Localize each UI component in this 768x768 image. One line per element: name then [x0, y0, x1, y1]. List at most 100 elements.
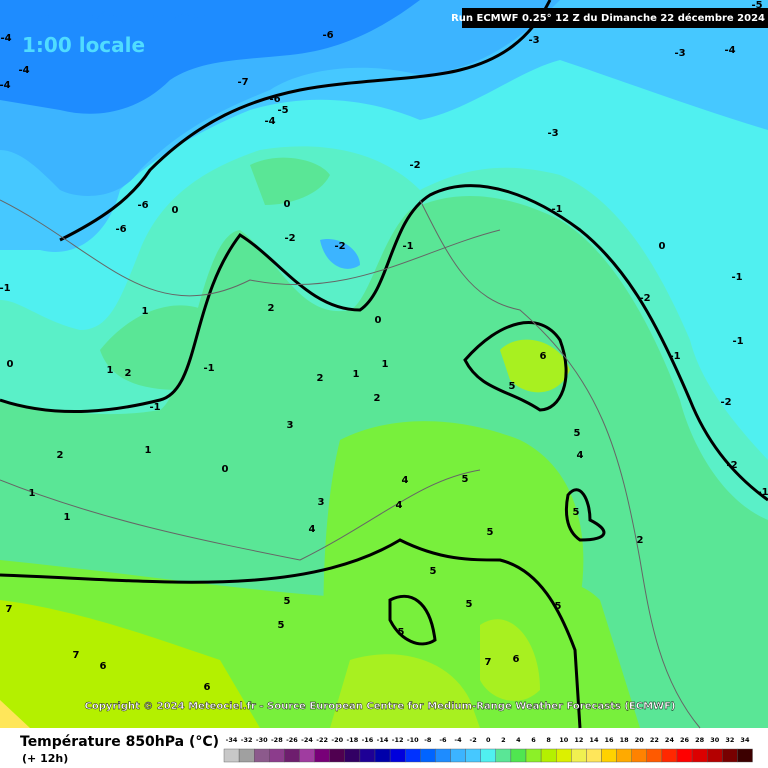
contour-label: 5: [430, 566, 437, 577]
color-tick-label: 12: [574, 736, 583, 744]
map-background: [0, 0, 768, 728]
contour-label: -2: [284, 233, 295, 244]
contour-label: -6: [269, 94, 280, 105]
contour-labels: -4-4-4-6-7-6-5-4-3-3 -4-5-3-2-6 00-6-2-2 -1…: [0, 0, 768, 693]
contour-label: -6: [137, 200, 148, 211]
contour-label: 5: [509, 381, 516, 392]
contour-label: 7: [485, 657, 492, 668]
color-box: [284, 748, 300, 763]
color-tick-label: 30: [710, 736, 720, 744]
contour-label: -4: [0, 33, 11, 44]
contour-label: 5: [462, 474, 469, 485]
contour-label: -2: [639, 293, 650, 304]
contour-label: 1: [142, 306, 149, 317]
color-tick-label: -20: [331, 736, 343, 744]
color-tick-label: 4: [516, 736, 521, 744]
contour-label: 0: [375, 315, 382, 326]
contour-label: -2: [334, 241, 345, 252]
contour-label: 1: [29, 488, 36, 499]
color-box: [707, 748, 723, 763]
color-tick-label: -28: [271, 736, 283, 744]
contour-label: -2: [409, 160, 420, 171]
color-tick-label: 26: [680, 736, 690, 744]
contour-label: -1: [731, 272, 742, 283]
contour-label: -5: [751, 0, 762, 11]
color-tick-label: -12: [392, 736, 404, 744]
contour-label: 4: [402, 475, 409, 486]
contour-label: 5: [398, 627, 405, 638]
color-tick-label: 18: [620, 736, 630, 744]
color-box: [540, 748, 557, 763]
color-box: [737, 748, 753, 763]
color-box: [374, 748, 391, 763]
legend-title: Température 850hPa (°C): [20, 734, 219, 750]
contours: [0, 0, 768, 729]
contour-label: 5: [487, 527, 494, 538]
color-tick-label: -24: [301, 736, 313, 744]
contour-label: -1: [551, 204, 562, 215]
color-box: [329, 748, 346, 763]
contour-label: 3: [287, 420, 294, 431]
color-box: [465, 748, 481, 763]
color-tick-label: -10: [407, 736, 419, 744]
color-box: [269, 748, 285, 763]
contour-label: -3: [528, 35, 539, 46]
color-box: [510, 748, 527, 763]
contour-label: 2: [374, 393, 381, 404]
color-box: [722, 748, 738, 763]
contour-label: 6: [204, 682, 211, 693]
color-tick-label: 20: [635, 736, 645, 744]
contour-label: -1: [203, 363, 214, 374]
color-box: [586, 748, 602, 763]
contour-label: 1: [145, 445, 152, 456]
contour-label: -5: [277, 105, 288, 116]
color-box: [359, 748, 376, 763]
contour-label: -6: [115, 224, 126, 235]
contour-label: -7: [237, 77, 248, 88]
contour-label: 1: [382, 359, 389, 370]
legend: Température 850hPa (°C) (+ 12h) -34 -32 -3…: [20, 734, 753, 765]
color-tick-label: 22: [650, 736, 659, 744]
color-tick-label: 32: [725, 736, 734, 744]
color-box: [571, 748, 587, 763]
contour-label: -2: [720, 397, 731, 408]
contour-label: 0: [7, 359, 14, 370]
copyright: Copyright © 2024 Meteociel.fr - Source E…: [85, 701, 676, 712]
color-tick-label: 0: [486, 736, 491, 744]
header: Lundi 23 décembre 2024 1:00 locale Run E…: [14, 8, 768, 712]
color-tick-label: -30: [256, 736, 268, 744]
color-box: [450, 748, 466, 763]
contour-label: 0: [172, 205, 179, 216]
contour-label: -1: [149, 402, 160, 413]
color-box: [420, 748, 436, 763]
color-box: [646, 748, 663, 763]
color-box: [525, 748, 542, 763]
contour-label: 5: [573, 507, 580, 518]
color-tick-label: -26: [286, 736, 298, 744]
contour-label: 1: [353, 369, 360, 380]
contour-label: -1: [757, 487, 768, 498]
contour-label: 2: [637, 535, 644, 546]
contour-label: 2: [268, 303, 275, 314]
contour-label: 0: [659, 241, 666, 252]
contour-label: 2: [317, 373, 324, 384]
color-box: [691, 748, 708, 763]
contour-label: 5: [466, 599, 473, 610]
contour-label: -3: [547, 128, 558, 139]
color-box: [314, 748, 330, 763]
contour-label: 5: [555, 601, 562, 612]
date: Lundi 23 décembre 2024: [14, 11, 209, 27]
contour-label: 6: [100, 661, 107, 672]
contour-label: 4: [577, 450, 584, 461]
contour-label: -1: [402, 241, 413, 252]
color-box: [389, 748, 406, 763]
contour-label: 4: [396, 500, 403, 511]
color-tick-label: -14: [377, 736, 389, 744]
color-tick-label: 8: [546, 736, 551, 744]
color-tick-label: -32: [241, 736, 253, 744]
color-box: [661, 748, 678, 763]
color-tick-label: 2: [501, 736, 506, 744]
contour-label: -1: [732, 336, 743, 347]
color-tick-label: -34: [226, 736, 238, 744]
